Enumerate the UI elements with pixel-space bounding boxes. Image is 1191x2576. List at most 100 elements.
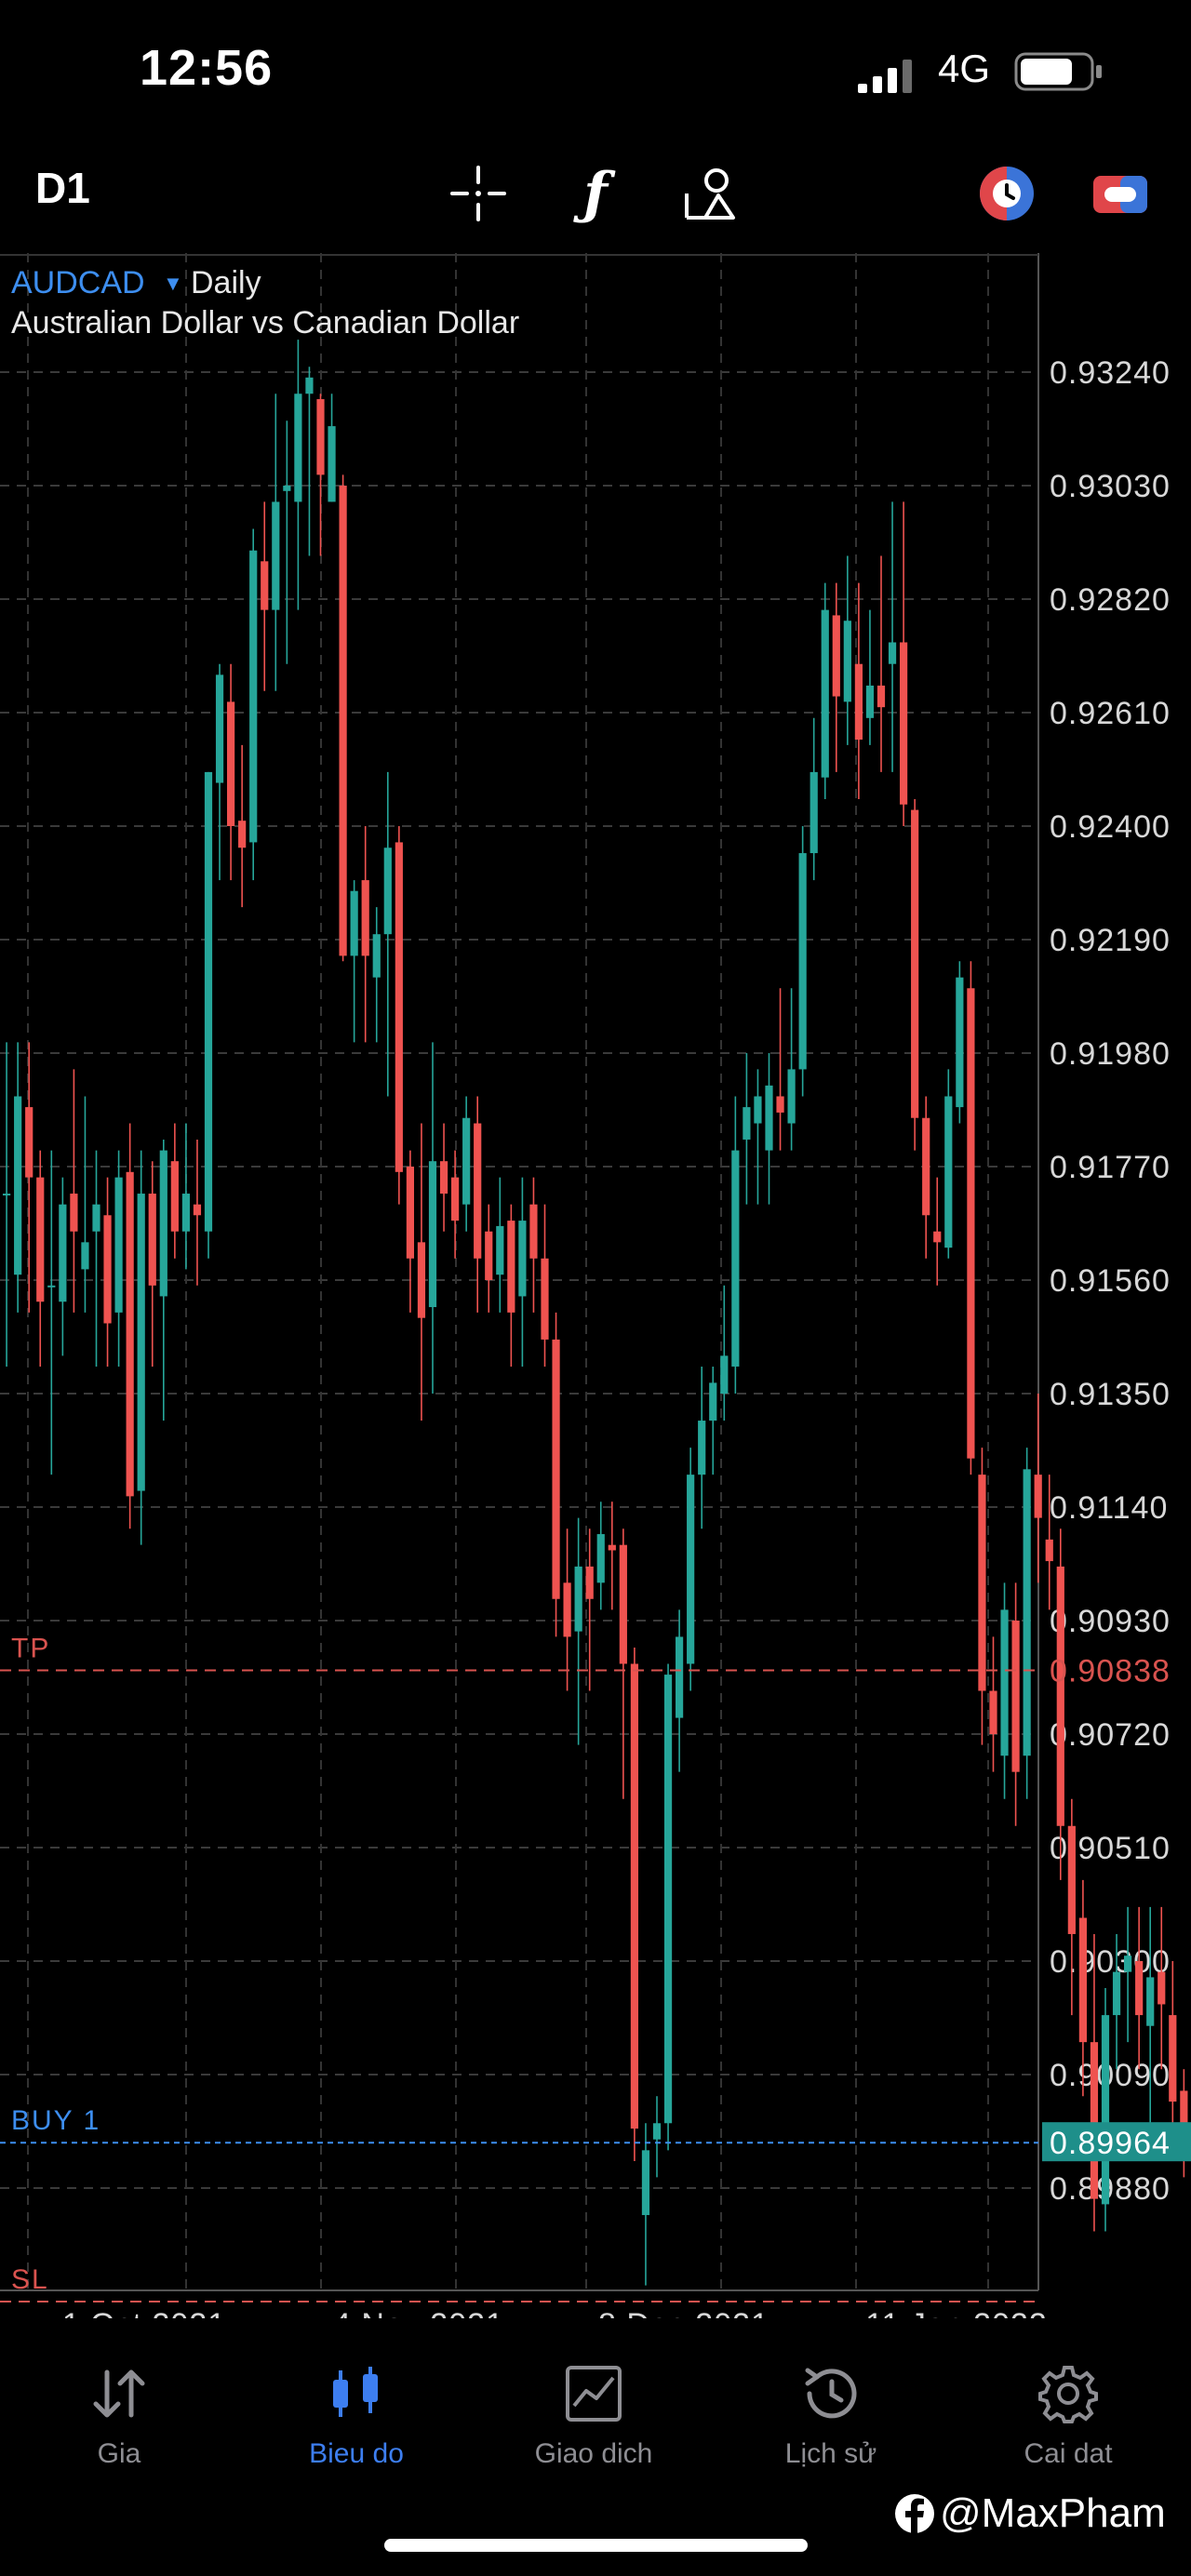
candle-body bbox=[372, 934, 381, 978]
candle-body bbox=[888, 642, 897, 664]
candle-body bbox=[36, 1177, 45, 1302]
candle-body bbox=[743, 1107, 751, 1140]
candle-body bbox=[552, 1339, 560, 1599]
candle-body bbox=[126, 1171, 134, 1497]
nav-history[interactable]: Lịch sử bbox=[738, 2363, 924, 2470]
candle-body bbox=[854, 663, 863, 741]
candle-body bbox=[821, 609, 829, 778]
candle-body bbox=[563, 1582, 571, 1637]
home-indicator bbox=[384, 2539, 808, 2552]
price-chart[interactable]: 0.93240 0.93030 0.92820 0.92610 0.92400 0.921… bbox=[0, 253, 1191, 2318]
price-axis-label: 0.92400 bbox=[1050, 809, 1171, 845]
candle-body bbox=[462, 1117, 471, 1205]
crosshair-button[interactable] bbox=[441, 156, 515, 231]
candle-body bbox=[361, 880, 369, 956]
status-time: 12:56 bbox=[140, 40, 274, 96]
candle-body bbox=[103, 1215, 112, 1324]
price-axis-label: 0.90300 bbox=[1050, 1944, 1171, 1980]
chart-candles-icon bbox=[333, 2367, 378, 2417]
order-line-label: BUY 1 bbox=[11, 2105, 100, 2136]
candle-body bbox=[1034, 1475, 1042, 1518]
candle-body bbox=[316, 399, 325, 475]
candle-body bbox=[3, 1194, 11, 1196]
nav-quotes[interactable]: Gia bbox=[26, 2363, 212, 2470]
candle-body bbox=[518, 1221, 527, 1297]
price-axis-label: 0.90510 bbox=[1050, 1831, 1171, 1866]
candle-body bbox=[630, 1663, 638, 2129]
chart-period: Daily bbox=[191, 265, 261, 300]
facebook-icon bbox=[895, 2494, 934, 2533]
candle-body bbox=[114, 1177, 123, 1313]
candle-body bbox=[978, 1475, 986, 1691]
one-click-trading-button[interactable] bbox=[970, 156, 1044, 231]
candle-body bbox=[832, 615, 840, 697]
order-line-label: TP bbox=[11, 1633, 50, 1663]
indicators-button[interactable]: ƒ bbox=[558, 156, 633, 231]
candle-body bbox=[1067, 1825, 1076, 1934]
candle-body bbox=[596, 1534, 605, 1583]
trade-chart-icon bbox=[566, 2366, 622, 2422]
price-axis-label: 0.90090 bbox=[1050, 2058, 1171, 2093]
candle-body bbox=[1011, 1621, 1020, 1772]
candle-body bbox=[474, 1123, 482, 1259]
candle-body bbox=[1056, 1566, 1064, 1826]
price-axis-label: 0.93240 bbox=[1050, 355, 1171, 391]
candle-body bbox=[1135, 1961, 1144, 2016]
symbol-selector[interactable]: AUDCAD bbox=[11, 265, 145, 300]
order-line-label: SL bbox=[11, 2264, 49, 2295]
candle-body bbox=[439, 1161, 448, 1195]
nav-chart[interactable]: Bieu do bbox=[263, 2363, 449, 2470]
candle-body bbox=[956, 977, 964, 1108]
candle-body bbox=[843, 621, 851, 702]
watermark: @MaxPham bbox=[893, 2490, 1166, 2537]
candle-body bbox=[877, 685, 886, 708]
objects-button[interactable] bbox=[674, 156, 748, 231]
candle-body bbox=[967, 988, 975, 1459]
candle-body bbox=[619, 1544, 627, 1664]
price-axis-label: 0.93030 bbox=[1050, 469, 1171, 504]
timeframe-button[interactable]: D1 bbox=[35, 164, 90, 212]
candle-body bbox=[14, 1096, 22, 1275]
candle-body bbox=[227, 701, 235, 826]
account-icon bbox=[1093, 176, 1147, 213]
candle-body bbox=[70, 1194, 78, 1232]
candle-body bbox=[181, 1194, 190, 1232]
candle-body bbox=[170, 1161, 179, 1232]
candle-body bbox=[1158, 1971, 1166, 2005]
candle-body bbox=[944, 1096, 953, 1248]
candle-body bbox=[687, 1475, 695, 1664]
bid-price-box bbox=[1042, 2122, 1191, 2162]
price-axis-label: 0.91770 bbox=[1050, 1150, 1171, 1185]
candle-body bbox=[406, 1167, 414, 1259]
indicator-f-icon: ƒ bbox=[583, 161, 608, 226]
price-axis-label: 0.92820 bbox=[1050, 582, 1171, 618]
quotes-arrows-icon bbox=[93, 2369, 145, 2418]
candle-body bbox=[204, 771, 213, 1232]
signal-strength-icon bbox=[858, 60, 912, 93]
nav-label: Gia bbox=[97, 2438, 141, 2469]
nav-settings[interactable]: Cai dat bbox=[975, 2363, 1161, 2470]
candle-body bbox=[787, 1069, 796, 1124]
symbol-dropdown-icon[interactable]: ▼ bbox=[163, 272, 183, 295]
history-clock-icon bbox=[805, 2368, 857, 2419]
nav-trade[interactable]: Giao dich bbox=[501, 2363, 687, 2470]
date-axis-label: 11 Jan 2022 bbox=[865, 2307, 1048, 2318]
candle-body bbox=[1090, 2042, 1099, 2199]
candle-body bbox=[933, 1231, 942, 1243]
candle-body bbox=[81, 1242, 89, 1270]
candle-body bbox=[652, 2123, 662, 2140]
bid-price-label: 0.89964 bbox=[1050, 2126, 1171, 2161]
candle-body bbox=[383, 848, 392, 935]
candle-body bbox=[59, 1204, 67, 1302]
candle-body bbox=[989, 1690, 997, 1734]
settings-gear-icon bbox=[1038, 2366, 1098, 2423]
candle-body bbox=[529, 1204, 538, 1259]
account-button[interactable] bbox=[1083, 156, 1158, 231]
candle-body bbox=[1180, 2090, 1188, 2134]
crosshair-icon bbox=[450, 166, 506, 221]
one-click-trading-icon bbox=[980, 167, 1034, 220]
candle-body bbox=[865, 685, 875, 718]
price-axis-label: 0.91140 bbox=[1050, 1490, 1168, 1526]
date-axis-label: 8 Dec 2021 bbox=[598, 2307, 769, 2318]
candle-body bbox=[507, 1221, 515, 1313]
